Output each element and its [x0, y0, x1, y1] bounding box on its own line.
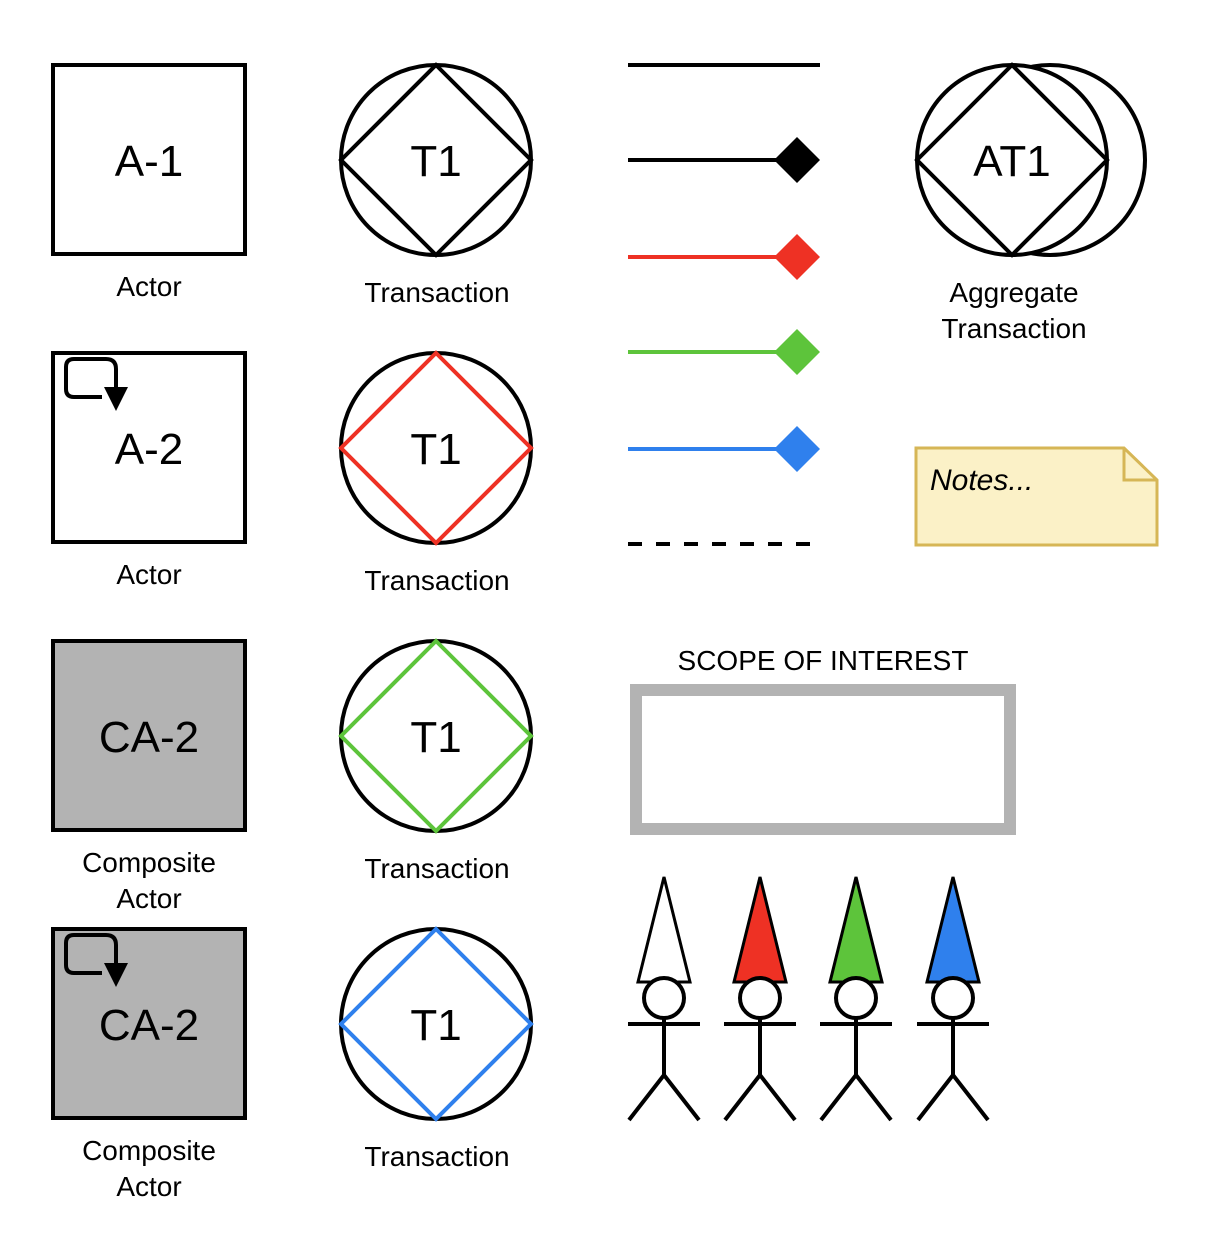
person-legs: [723, 1071, 797, 1122]
person-head: [642, 976, 686, 1020]
person-green-hat[interactable]: [819, 876, 893, 1122]
scope-of-interest[interactable]: SCOPE OF INTEREST: [630, 645, 1016, 835]
actor-1[interactable]: A-1 Actor: [51, 63, 247, 302]
transaction-caption: Transaction: [364, 853, 509, 884]
transaction-caption: Transaction: [364, 1141, 509, 1172]
aggregate-label: AT1: [973, 137, 1050, 186]
person-hat: [925, 876, 981, 984]
link-diamond-link-red[interactable]: [628, 234, 820, 280]
transaction-label: T1: [410, 1001, 461, 1050]
transaction-3[interactable]: T1 Transaction: [338, 638, 534, 884]
transaction-diamond: [338, 350, 534, 546]
actor-caption: Actor: [116, 1171, 181, 1202]
diamond-endpoint: [774, 137, 820, 183]
aggregate-caption-line1: Aggregate: [949, 277, 1078, 308]
self-activation-icon: [64, 933, 128, 987]
person-hat: [636, 876, 692, 984]
diamond-endpoint: [774, 329, 820, 375]
transaction-diamond: [338, 638, 534, 834]
person-hat: [828, 876, 884, 984]
transaction-label: T1: [410, 425, 461, 474]
scope-frame: [630, 684, 1016, 835]
transaction-label: T1: [410, 137, 461, 186]
person-hat: [732, 876, 788, 984]
actor-box: [51, 63, 247, 256]
transaction-2[interactable]: T1 Transaction: [338, 350, 534, 596]
actor-caption: Actor: [116, 271, 181, 302]
actor-box: [51, 351, 247, 544]
composite-actor-box: [51, 927, 247, 1120]
transaction-1[interactable]: T1 Transaction: [338, 62, 534, 308]
note-body: [914, 446, 1159, 547]
transaction-label: T1: [410, 713, 461, 762]
person-head: [738, 976, 782, 1020]
note-shape[interactable]: Notes...: [914, 446, 1159, 547]
actor-caption: Composite: [82, 1135, 216, 1166]
actor-caption: Actor: [116, 883, 181, 914]
actor-label: A-1: [115, 137, 183, 186]
aggregate-caption-line2: Transaction: [941, 313, 1086, 344]
actor-label: CA-2: [99, 713, 199, 762]
person-white-hat[interactable]: [627, 876, 701, 1122]
note-text: Notes...: [930, 464, 1033, 497]
scope-title: SCOPE OF INTEREST: [678, 645, 969, 676]
transaction-caption: Transaction: [364, 277, 509, 308]
link-diamond-link-green[interactable]: [628, 329, 820, 375]
actor-2[interactable]: A-2 Actor: [51, 351, 247, 590]
person-legs: [627, 1071, 701, 1122]
person-head: [931, 976, 975, 1020]
persons-row: [627, 876, 990, 1122]
person-head: [834, 976, 878, 1020]
transaction-diamond: [338, 926, 534, 1122]
actor-4[interactable]: CA-2 Composite Actor: [51, 927, 247, 1202]
diamond-endpoint: [774, 426, 820, 472]
actor-3[interactable]: CA-2 Composite Actor: [51, 639, 247, 914]
diamond-endpoint: [774, 234, 820, 280]
composite-actor-box: [51, 639, 247, 832]
aggregate-diamond: [914, 62, 1110, 258]
transaction-diamond: [338, 62, 534, 258]
transaction-4[interactable]: T1 Transaction: [338, 926, 534, 1172]
person-legs: [916, 1071, 990, 1122]
person-legs: [819, 1071, 893, 1122]
actor-caption: Composite: [82, 847, 216, 878]
links-column: [628, 63, 820, 546]
actors-column: A-1 Actor A-2 Actor CA-2 Composite Actor CA-2 Co…: [51, 63, 247, 1202]
link-diamond-link-black[interactable]: [628, 137, 820, 183]
self-activation-icon: [64, 357, 128, 411]
link-diamond-link-blue[interactable]: [628, 426, 820, 472]
actor-caption: Actor: [116, 559, 181, 590]
transaction-caption: Transaction: [364, 565, 509, 596]
aggregate-transaction[interactable]: AT1 Aggregate Transaction: [914, 62, 1147, 344]
note-fold-corner: [1122, 448, 1157, 482]
person-red-hat[interactable]: [723, 876, 797, 1122]
actor-label: CA-2: [99, 1001, 199, 1050]
person-blue-hat[interactable]: [916, 876, 990, 1122]
actor-label: A-2: [115, 425, 183, 474]
transactions-column: T1TransactionT1TransactionT1TransactionT…: [338, 62, 534, 1172]
